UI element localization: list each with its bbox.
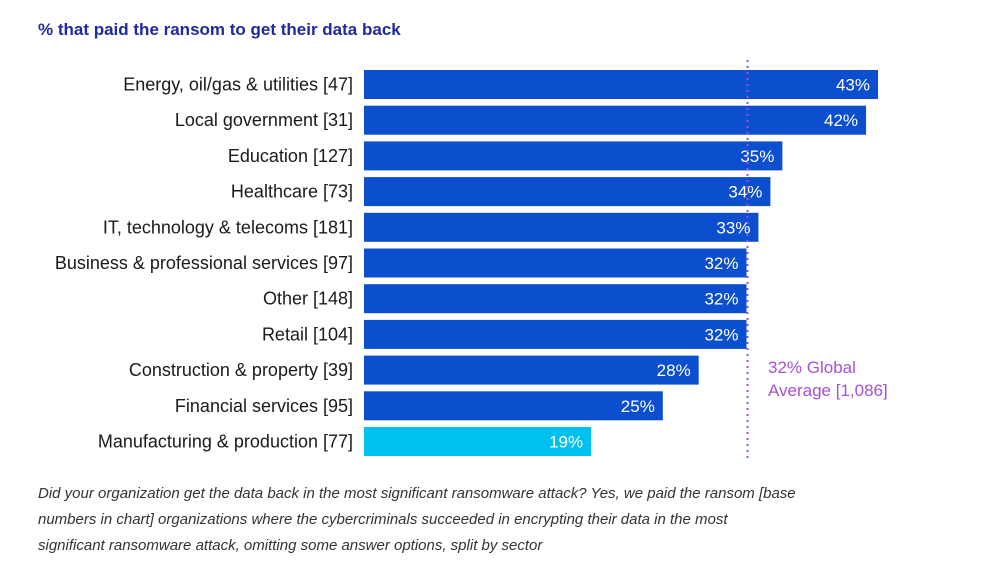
category-label: Business & professional services [97] <box>55 253 353 273</box>
bar-value-label: 19% <box>549 433 583 452</box>
bar-1 <box>364 70 878 99</box>
bar-value-label: 32% <box>704 290 738 309</box>
bar-value-label: 42% <box>824 111 858 130</box>
category-label: Retail [104] <box>262 324 353 344</box>
global-average-label-line-2: Average [1,086] <box>768 381 888 400</box>
bar-value-label: 34% <box>728 183 762 202</box>
bar-chart: 43% 42% 35% 34% 33% 32% 32% 32% 28%25% 19% Energy… <box>55 60 878 458</box>
bar-value-label: 43% <box>836 76 870 95</box>
category-label: Construction & property [39] <box>129 360 353 380</box>
bar-value-label: 33% <box>716 218 750 237</box>
bar-value-label: 35% <box>740 147 774 166</box>
bar-11 <box>364 427 592 456</box>
bar-value-label: 28% <box>657 361 691 380</box>
bars-layer: 43% 42% 35% 34% 33% 32% 32% 32% 28%25% 19% <box>364 70 878 456</box>
bar-value-label: 32% <box>704 325 738 344</box>
category-label: Local government [31] <box>175 110 353 130</box>
category-label: Energy, oil/gas & utilities [47] <box>123 75 353 95</box>
bar-10 <box>364 391 663 421</box>
chart-title: % that paid the ransom to get their data… <box>38 20 401 39</box>
bar-7 <box>364 284 747 314</box>
category-label: IT, technology & telecoms [181] <box>103 217 353 237</box>
bar-5 <box>364 212 759 242</box>
category-label: Education [127] <box>228 146 353 166</box>
global-average-label-line-1: 32% Global <box>768 358 856 377</box>
bar-4 <box>364 177 771 207</box>
category-labels: Energy, oil/gas & utilities [47] Local go… <box>55 75 353 452</box>
category-label: Healthcare [73] <box>231 182 353 202</box>
bar-3 <box>364 141 783 171</box>
category-label: Financial services [95] <box>175 396 353 416</box>
bar-value-label: 32% <box>704 254 738 273</box>
bar-2 <box>364 105 867 135</box>
bar-8 <box>364 319 747 349</box>
category-label: Other [148] <box>263 289 353 309</box>
bar-value-label: 25% <box>621 397 655 416</box>
bar-9 <box>364 355 699 385</box>
bar-6 <box>364 248 747 278</box>
chart-caption: Did your organization get the data back … <box>38 485 796 554</box>
global-average-annotation: 32% Global Average [1,086] <box>768 356 928 402</box>
category-label: Manufacturing & production [77] <box>98 432 353 452</box>
